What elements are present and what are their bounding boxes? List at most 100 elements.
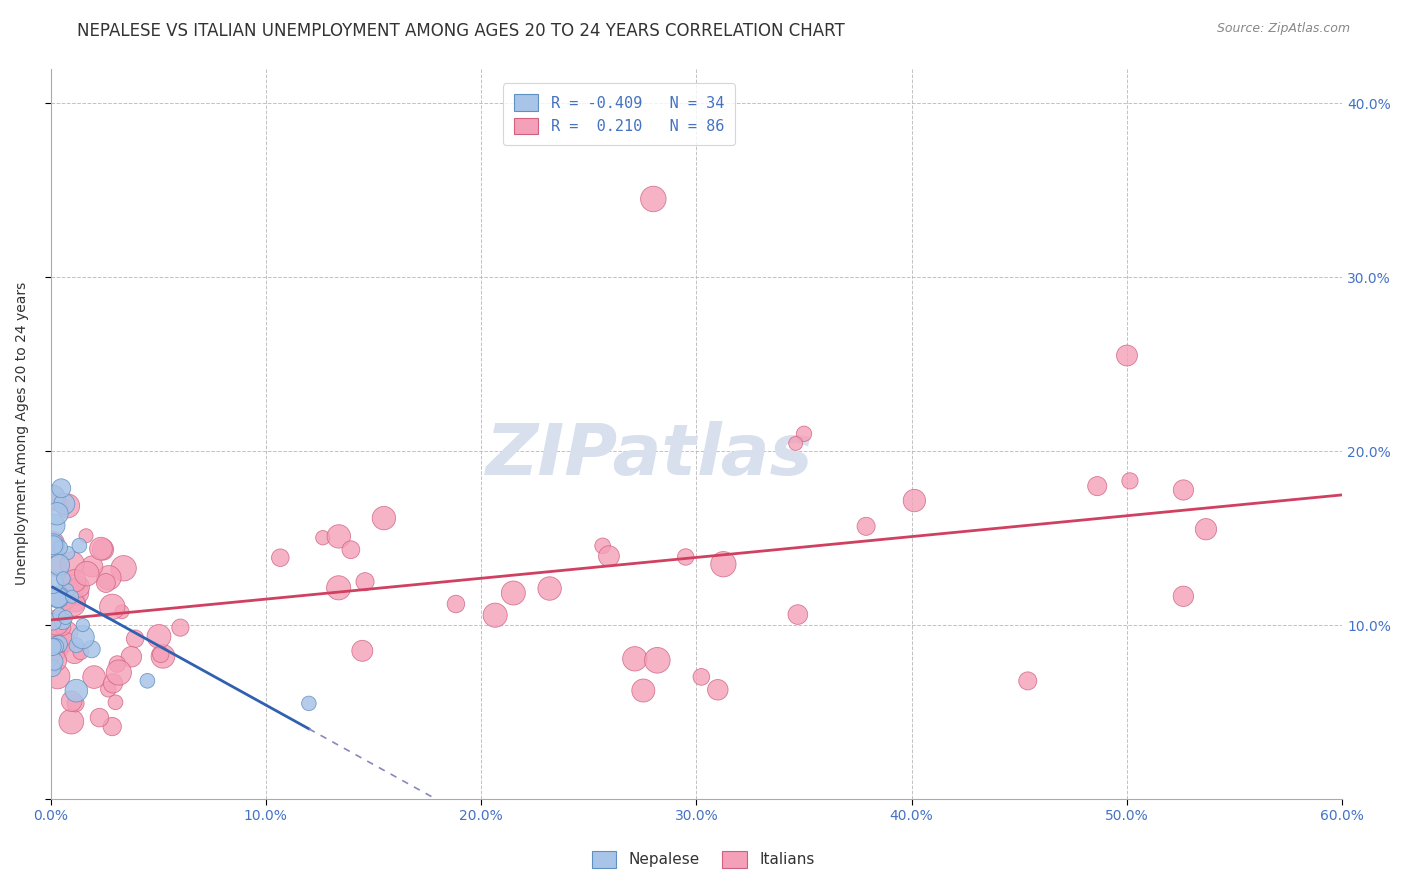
Point [60, 590, 83, 604]
Point [53, 497, 76, 511]
Point [48, 558, 70, 572]
Point [56, 583, 79, 598]
Point [41, 661, 63, 675]
Point [444, 597, 467, 611]
Point [675, 549, 697, 564]
Point [598, 549, 620, 564]
Point [46, 590, 69, 604]
Point [707, 682, 730, 697]
Point [60, 694, 83, 708]
Point [45, 586, 67, 600]
Point [56, 546, 79, 560]
Point [56, 499, 79, 513]
Point [45, 640, 67, 654]
Point [502, 586, 524, 600]
Point [69, 645, 91, 659]
Point [41, 640, 63, 654]
Point [1173, 589, 1195, 603]
Point [104, 695, 127, 709]
Point [72, 630, 94, 644]
Point [97, 571, 120, 585]
Text: ZIPat: ZIPat [485, 421, 696, 491]
Y-axis label: Unemployment Among Ages 20 to 24 years: Unemployment Among Ages 20 to 24 years [15, 282, 30, 585]
Point [101, 720, 124, 734]
Point [793, 426, 815, 441]
Point [65, 595, 87, 609]
Point [56, 625, 79, 640]
Point [484, 608, 506, 623]
Point [373, 511, 395, 525]
Point [75, 529, 97, 543]
Point [328, 529, 350, 543]
Point [45, 557, 67, 571]
Point [903, 493, 925, 508]
Point [67, 580, 90, 594]
Point [624, 652, 647, 666]
Point [149, 648, 172, 662]
Point [1085, 479, 1108, 493]
Point [72, 618, 94, 632]
Point [65, 585, 87, 599]
Text: las: las [696, 421, 813, 491]
Point [101, 599, 124, 614]
Point [112, 561, 135, 575]
Point [60, 714, 83, 729]
Point [41, 575, 63, 590]
Point [97, 682, 120, 697]
Point [52, 572, 75, 586]
Point [592, 539, 614, 553]
Point [44, 654, 66, 668]
Point [124, 632, 146, 646]
Point [42, 536, 65, 550]
Point [49, 497, 72, 511]
Point [91, 542, 114, 557]
Point [55, 635, 77, 649]
Point [53, 591, 76, 605]
Point [46, 591, 69, 605]
Point [111, 605, 134, 619]
Point [1119, 474, 1142, 488]
Point [41, 490, 63, 504]
Point [136, 673, 159, 688]
Point [83, 670, 105, 684]
Point [53, 574, 76, 588]
Point [80, 642, 103, 657]
Point [1173, 483, 1195, 497]
Point [67, 539, 90, 553]
Point [41, 621, 63, 635]
Point [42, 615, 65, 629]
Point [169, 621, 191, 635]
Point [62, 598, 84, 612]
Legend: R = -0.409   N = 34, R =  0.210   N = 86: R = -0.409 N = 34, R = 0.210 N = 86 [503, 84, 734, 145]
Point [46, 669, 69, 683]
Point [63, 581, 86, 595]
Point [633, 683, 655, 698]
Point [76, 566, 98, 581]
Point [49, 541, 72, 555]
Point [1195, 522, 1218, 536]
Point [690, 670, 713, 684]
Point [120, 649, 142, 664]
Point [298, 697, 321, 711]
Point [1116, 349, 1139, 363]
Point [52, 621, 75, 635]
Point [45, 654, 67, 668]
Point [328, 581, 350, 595]
Point [45, 615, 67, 630]
Point [152, 649, 174, 664]
Point [785, 436, 807, 450]
Point [46, 507, 69, 521]
Point [148, 629, 170, 643]
Point [55, 610, 77, 624]
Point [101, 676, 124, 690]
Text: Source: ZipAtlas.com: Source: ZipAtlas.com [1216, 22, 1350, 36]
Point [90, 541, 112, 556]
Point [786, 607, 808, 622]
Point [65, 696, 87, 710]
Point [48, 637, 70, 651]
Point [352, 644, 374, 658]
Point [94, 576, 117, 591]
Point [60, 557, 83, 571]
Point [63, 646, 86, 660]
Point [42, 538, 65, 552]
